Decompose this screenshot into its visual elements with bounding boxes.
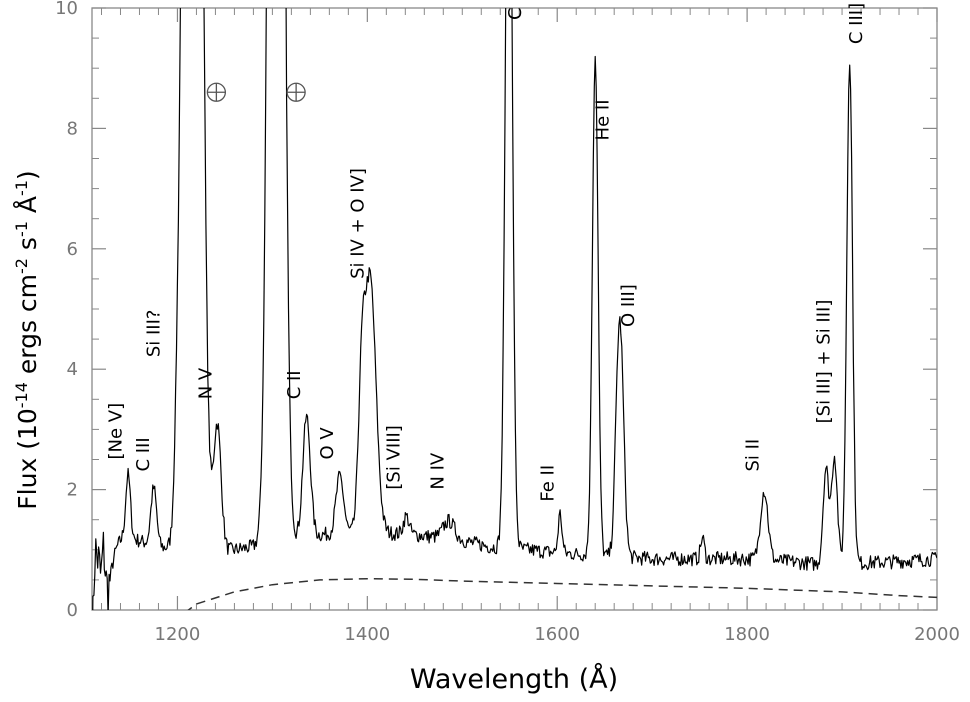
emission-line-label: Si IV + O IV] [348, 168, 369, 279]
y-tick-label: 10 [55, 0, 78, 19]
x-tick-label: 1800 [724, 624, 770, 645]
emission-line-label: C III [133, 437, 154, 471]
emission-line-label: Fe II [537, 465, 558, 502]
y-tick-label: 2 [67, 480, 78, 501]
spectrum-series [92, 8, 937, 610]
y-title-exp-1: -14 [12, 382, 31, 408]
x-tick-label: 1200 [155, 624, 201, 645]
emission-line-label: Si III? [143, 310, 164, 358]
y-tick-label: 8 [67, 118, 78, 139]
y-title-part-5: ) [13, 170, 42, 180]
y-title-part-4: Å [13, 196, 42, 221]
emission-line-label: Si II [743, 439, 764, 472]
emission-line-label: O V [317, 427, 338, 460]
emission-line-label: He II [592, 99, 613, 140]
y-title-exp-3: -1 [12, 221, 31, 237]
emission-line-label: O III] [618, 284, 639, 327]
y-tick-label: 4 [67, 359, 78, 380]
emission-line-label: [Si III] + Si III] [814, 300, 835, 424]
emission-line-label: C II [284, 370, 305, 399]
x-axis-title: Wavelength (Å) [410, 663, 618, 695]
x-tick-label: 1600 [534, 624, 580, 645]
earth-symbol-icon [286, 82, 306, 102]
y-tick-label: 6 [67, 239, 78, 260]
y-title-exp-2: -2 [12, 258, 31, 274]
emission-line-label: N IV [427, 452, 448, 489]
y-tick-label: 0 [67, 600, 78, 621]
earth-symbol-icon [206, 82, 227, 102]
emission-line-label: [Ne V] [105, 403, 126, 460]
y-title-part-1: Flux (10 [13, 408, 42, 509]
x-tick-label: 1400 [344, 624, 390, 645]
y-axis-title: Flux (10-14 ergs cm-2 s-1 Å-1) [12, 170, 43, 509]
y-axis: 0 2 4 6 8 10 [55, 0, 937, 621]
emission-line-label: N V [196, 367, 217, 399]
x-tick-label: 2000 [914, 624, 960, 645]
emission-line-label: C III] [846, 3, 867, 44]
emission-line-label: [Si VIII] [384, 425, 405, 489]
y-title-part-3: s [13, 237, 42, 258]
continuum-model-series [187, 577, 937, 610]
emission-line-label: C IV [505, 0, 526, 20]
y-title-part-2: ergs cm [13, 274, 42, 382]
x-axis: 1200 1400 1600 1800 2000 [100, 8, 960, 645]
y-title-exp-4: -1 [12, 180, 31, 196]
